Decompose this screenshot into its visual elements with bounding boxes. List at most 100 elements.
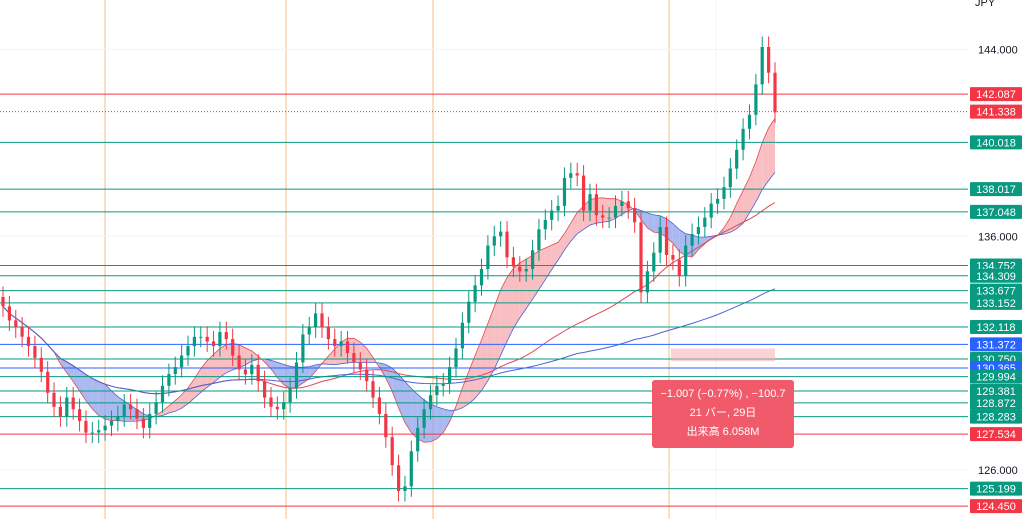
ichimoku-cloud-segment xyxy=(111,390,118,421)
candle-body xyxy=(575,173,579,176)
candle-body xyxy=(26,336,31,347)
price-level-label: 132.118 xyxy=(977,322,1016,334)
candle-body xyxy=(531,250,535,269)
price-level-label: 142.087 xyxy=(976,89,1016,101)
candle-body xyxy=(109,420,114,426)
candle-body xyxy=(441,383,445,386)
candle-body xyxy=(135,409,139,419)
ichimoku-cloud-segment xyxy=(570,212,578,242)
candle-body xyxy=(199,336,203,338)
candle-body xyxy=(192,336,196,347)
price-level-badge xyxy=(970,395,1022,410)
candle-body xyxy=(588,194,592,211)
candle-body xyxy=(607,217,611,219)
currency-label: JPY xyxy=(975,0,996,9)
candle-body xyxy=(58,406,62,417)
candle-body xyxy=(454,348,458,368)
candle-body xyxy=(735,149,739,169)
ichimoku-cloud-segment xyxy=(641,210,648,228)
candle-body xyxy=(409,451,413,487)
candle-body xyxy=(160,385,165,403)
ichimoku-cloud-segment xyxy=(264,359,271,369)
ichimoku-cloud-segment xyxy=(207,354,214,388)
ichimoku-cloud-segment xyxy=(270,360,278,378)
price-level-label: 131.372 xyxy=(976,339,1016,351)
price-level-badge xyxy=(970,499,1022,514)
candle-body xyxy=(116,416,120,421)
price-level-badge xyxy=(970,87,1022,102)
candle-body xyxy=(352,353,356,363)
ichimoku-cloud-segment xyxy=(85,374,93,409)
price-level-badge xyxy=(970,182,1022,197)
candle-body xyxy=(416,427,420,452)
candle-body xyxy=(684,245,688,276)
price-level-label: 128.283 xyxy=(976,412,1016,424)
candle-body xyxy=(518,266,522,272)
ichimoku-cloud-segment xyxy=(130,405,137,422)
ichimoku-cloud-segment xyxy=(762,128,769,190)
candle-body xyxy=(703,217,707,227)
candle-body xyxy=(486,245,490,269)
candle-body xyxy=(492,236,496,246)
ichimoku-cloud-segment xyxy=(647,212,654,233)
candle-body xyxy=(301,334,305,363)
candle-body xyxy=(307,327,311,335)
ichimoku-cloud-segment xyxy=(538,247,546,290)
ichimoku-cloud-segment xyxy=(213,348,220,383)
candle-body xyxy=(709,203,713,218)
ichimoku-cloud-segment xyxy=(302,366,310,383)
candle-body xyxy=(664,227,669,255)
candle-body xyxy=(365,369,369,382)
candle-body xyxy=(460,322,464,349)
ichimoku-cloud-segment xyxy=(679,229,686,256)
ichimoku-cloud-segment xyxy=(98,381,106,420)
candle-body xyxy=(556,205,560,211)
tooltip-volume: 出来高 6.058M xyxy=(686,426,760,438)
ichimoku-cloud-segment xyxy=(507,268,514,342)
candle-body xyxy=(90,432,94,434)
candle-body xyxy=(467,301,471,323)
price-tick-label: 126.000 xyxy=(978,465,1018,477)
candle-body xyxy=(205,336,209,342)
candle-body xyxy=(326,327,330,340)
candle-body xyxy=(671,255,675,260)
candle-body xyxy=(722,187,726,199)
ichimoku-cloud-segment xyxy=(672,223,680,252)
candle-body xyxy=(760,47,764,85)
ichimoku-cloud-segment xyxy=(162,405,169,416)
price-level-badge xyxy=(970,481,1022,496)
candle-body xyxy=(645,271,649,293)
candle-body xyxy=(384,413,388,438)
candle-body xyxy=(314,313,318,328)
price-level-label: 141.338 xyxy=(976,107,1016,119)
candle-body xyxy=(282,402,286,410)
ichimoku-cloud-segment xyxy=(500,277,508,356)
candle-body xyxy=(14,320,18,328)
price-level-label: 128.872 xyxy=(976,398,1016,410)
price-level-label: 133.152 xyxy=(976,298,1016,310)
ichimoku-cloud-segment xyxy=(730,203,737,233)
candle-body xyxy=(696,227,700,234)
candle-body xyxy=(550,210,554,220)
candle-body xyxy=(473,285,477,302)
candle-body xyxy=(275,406,279,410)
candle-body xyxy=(767,47,771,73)
candle-body xyxy=(397,465,401,491)
ichimoku-cloud-segment xyxy=(219,344,227,378)
candle-body xyxy=(435,385,439,396)
candle-body xyxy=(594,194,598,216)
ichimoku-cloud-segment xyxy=(494,289,501,369)
candle-body xyxy=(524,269,528,272)
tooltip-bars: 21 バー, 29日 xyxy=(689,407,757,419)
candle-body xyxy=(243,369,247,375)
candle-body xyxy=(154,402,158,414)
price-level-badge xyxy=(970,135,1022,150)
price-level-badge xyxy=(970,104,1022,119)
candle-body xyxy=(224,332,228,340)
price-level-badge xyxy=(970,320,1022,334)
candle-body xyxy=(320,313,324,328)
price-level-label: 140.018 xyxy=(976,137,1016,149)
candle-body xyxy=(747,114,752,129)
